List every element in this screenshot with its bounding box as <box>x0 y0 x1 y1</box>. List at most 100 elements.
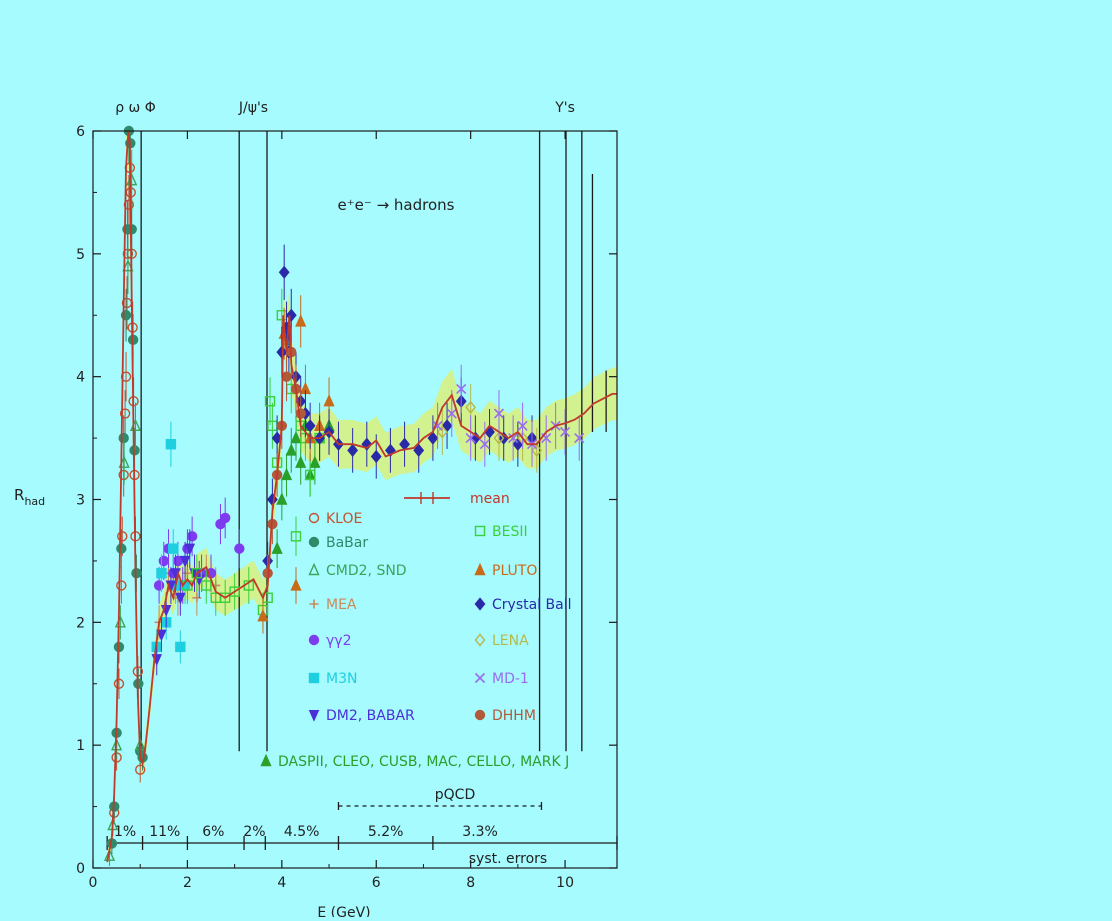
y-tick-label: 3 <box>76 493 85 509</box>
data-point <box>560 426 571 438</box>
data-point <box>493 431 505 445</box>
data-point <box>474 709 486 721</box>
data-point <box>111 737 123 751</box>
legend-label: CMD2, SND <box>326 563 407 579</box>
data-point <box>465 433 476 444</box>
data-point <box>295 408 306 419</box>
data-point <box>117 531 128 542</box>
data-point <box>116 580 127 591</box>
data-point <box>168 543 179 554</box>
data-point <box>264 396 276 407</box>
y-axis-label: Rhad <box>14 486 45 508</box>
y-tick-label: 6 <box>76 124 85 140</box>
data-point <box>103 848 116 861</box>
x-tick-label: 2 <box>183 875 192 891</box>
data-point <box>304 469 316 481</box>
data-point <box>191 568 203 579</box>
data-point <box>219 512 231 524</box>
syst-error-label: 5.2% <box>368 824 404 840</box>
axes: 0 1 2 3 4 5 6 0 2 4 6 8 10 <box>76 124 618 891</box>
legend-item: DM2, BABAR <box>308 708 415 724</box>
legend-item: KLOE <box>308 511 362 527</box>
legend-label: Crystal Ball <box>492 597 571 613</box>
legend-label: BaBar <box>326 535 368 551</box>
data-point <box>517 420 528 431</box>
data-point <box>229 586 240 597</box>
syst-error-label: 4.5% <box>284 824 320 840</box>
data-point <box>122 258 134 272</box>
legend-label: MEA <box>326 597 357 613</box>
legend-label: KLOE <box>326 511 362 527</box>
data-point <box>304 419 316 433</box>
legend-item-mean: mean <box>404 491 510 507</box>
data-point <box>113 678 125 689</box>
data-point <box>201 580 212 591</box>
data-point <box>474 562 486 576</box>
legend-mean-label: mean <box>470 491 510 507</box>
data-point <box>508 433 519 444</box>
data-point <box>456 383 467 395</box>
data-point <box>308 672 320 684</box>
y-axis-label-sub: had <box>24 495 45 508</box>
data-point <box>153 580 165 591</box>
data-point <box>271 541 283 554</box>
data-point <box>175 641 186 653</box>
legend-item: MD-1 <box>474 671 529 687</box>
data-point <box>436 425 448 439</box>
mean-curve-layer <box>106 130 617 863</box>
data-point <box>309 599 319 609</box>
legend-item: BESII <box>474 524 528 540</box>
chart-title: e⁺e⁻ → hadrons <box>338 196 455 214</box>
legend-item: CMD2, SND <box>308 562 407 579</box>
legend: mean KLOE BaBar CMD2, SND MEA γγ2 M3N DM2, BABA… <box>260 491 571 770</box>
data-point <box>446 408 457 419</box>
data-point <box>308 710 320 722</box>
legend-item: γγ2 <box>308 633 351 649</box>
data-point <box>531 443 543 457</box>
data-point <box>474 597 486 611</box>
data-point <box>257 608 269 622</box>
legend-item: DASPII, CLEO, CUSB, MAC, CELLO, MARK J <box>260 753 569 770</box>
data-point <box>309 455 321 468</box>
data-point <box>308 536 320 548</box>
data-point <box>290 578 302 591</box>
data-point <box>158 555 170 567</box>
data-point <box>295 455 307 468</box>
data-point <box>474 672 486 684</box>
legend-item: MEA <box>309 597 357 613</box>
x-tick-label: 8 <box>466 875 475 891</box>
data-point <box>413 443 425 457</box>
data-point <box>156 568 167 579</box>
data-point <box>179 555 191 568</box>
data-point <box>219 592 231 603</box>
data-point <box>260 753 272 767</box>
data-point <box>493 408 505 419</box>
data-point <box>347 443 359 457</box>
legend-label: M3N <box>326 671 357 687</box>
data-point <box>281 371 292 382</box>
data-point <box>323 394 335 407</box>
legend-item: LENA <box>474 633 529 649</box>
data-point <box>308 634 320 646</box>
data-point <box>123 199 135 210</box>
data-point <box>308 562 320 576</box>
data-point <box>156 629 167 642</box>
legend-label: DASPII, CLEO, CUSB, MAC, CELLO, MARK J <box>278 754 569 770</box>
legend-label: γγ2 <box>326 633 351 649</box>
data-point <box>465 400 477 414</box>
data-point <box>479 439 490 450</box>
y-tick-label: 5 <box>76 247 85 263</box>
data-point <box>135 764 146 775</box>
resonance-label: ρ ω Φ <box>115 100 156 116</box>
systematic-errors-panel: 1% 11% 6% 2% 4.5% 5.2% 3.3% <box>106 802 618 850</box>
x-axis-label: E (GeV) <box>317 905 370 917</box>
legend-item: Crystal Ball <box>474 597 571 613</box>
y-axis-label-main: R <box>14 486 24 504</box>
legend-label: MD-1 <box>492 671 529 687</box>
x-tick-label: 0 <box>89 875 98 891</box>
mean-curve <box>106 130 617 863</box>
data-point <box>234 543 245 554</box>
data-point <box>116 543 127 554</box>
data-point <box>175 592 186 605</box>
